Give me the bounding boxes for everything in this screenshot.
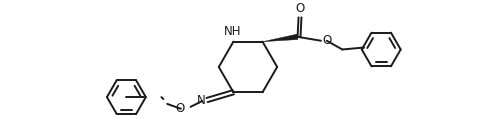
Text: O: O (322, 34, 331, 47)
Text: NH: NH (224, 25, 241, 38)
Text: O: O (295, 2, 305, 15)
Text: N: N (197, 95, 205, 108)
Polygon shape (263, 34, 298, 42)
Text: O: O (175, 102, 185, 115)
